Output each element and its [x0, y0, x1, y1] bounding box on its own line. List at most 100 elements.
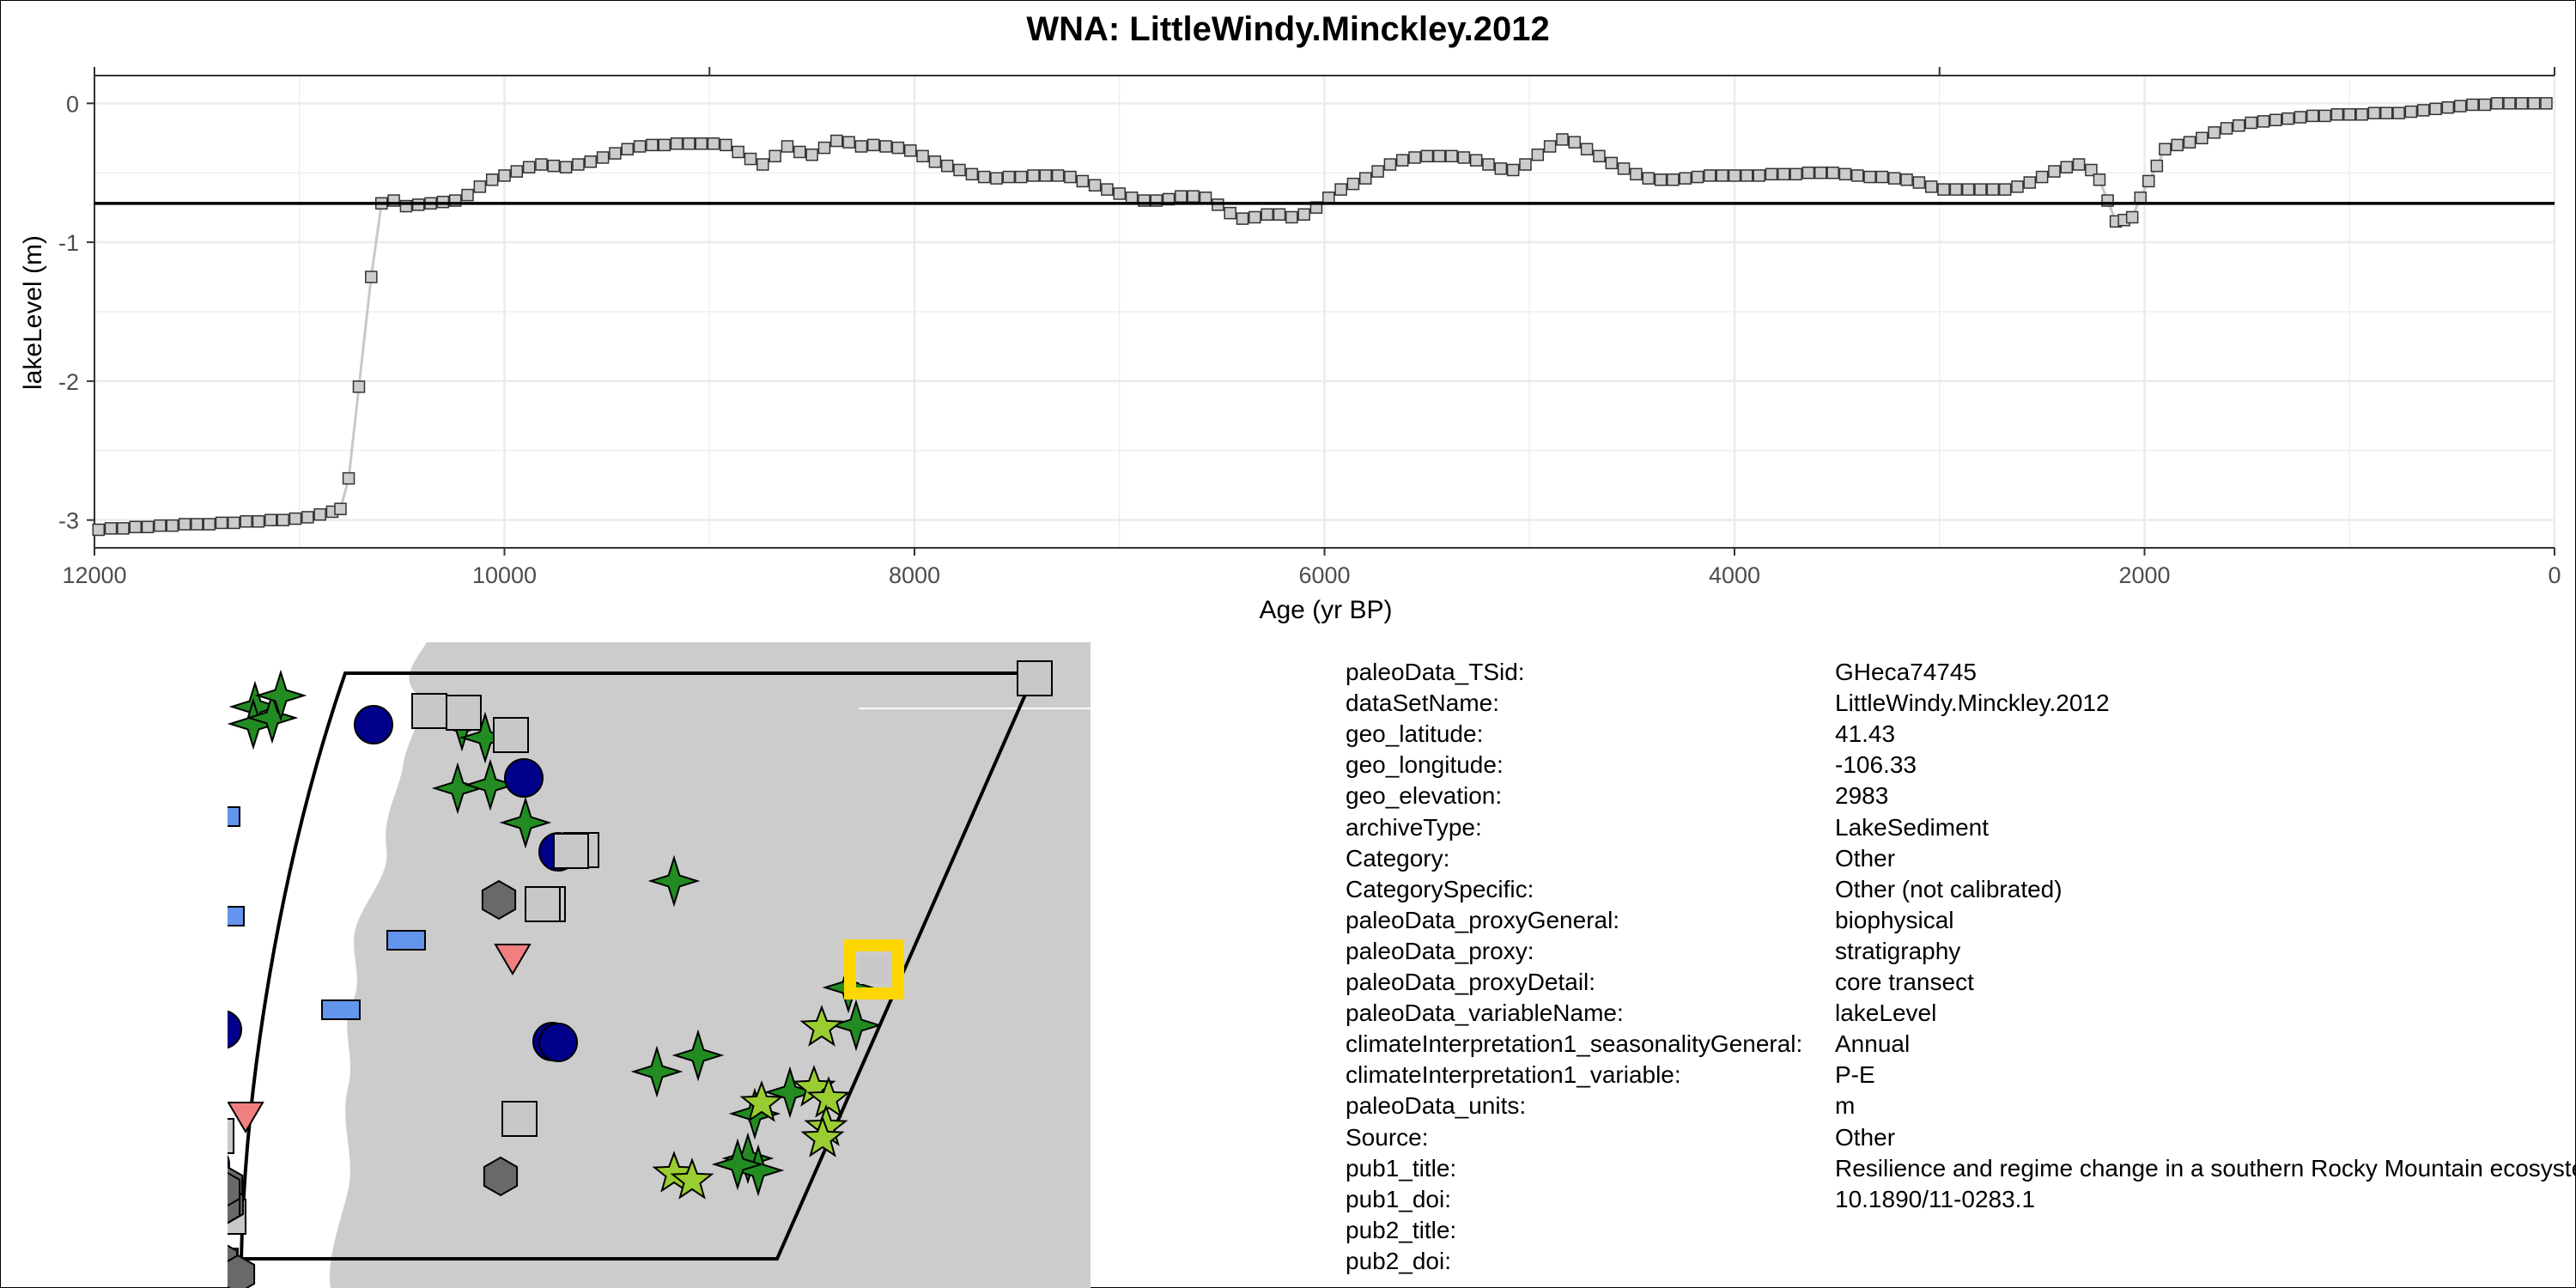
metadata-value: -106.33 [1835, 751, 1917, 779]
data-point [1728, 169, 1741, 182]
data-point [1826, 166, 1839, 179]
site-marker-star5 [739, 1080, 784, 1122]
metadata-value: m [1835, 1092, 1856, 1120]
x-tick-label: 8000 [889, 562, 940, 588]
data-point [2035, 170, 2049, 184]
metadata-value: Other [1835, 1123, 1896, 1151]
data-point [1261, 208, 1273, 222]
data-point [965, 167, 979, 181]
metadata-value: Resilience and regime change in a southe… [1835, 1154, 2576, 1182]
data-point [1322, 191, 1335, 204]
data-point [1863, 170, 1876, 184]
data-point [2515, 97, 2529, 110]
data-points [92, 97, 2553, 537]
data-point [1187, 190, 1200, 203]
data-point [1642, 172, 1655, 185]
site-marker-star4 [246, 691, 299, 744]
metadata-value: 10.1890/11-0283.1 [1835, 1185, 2036, 1212]
data-point [793, 145, 806, 159]
data-point [903, 144, 917, 157]
data-point [1617, 162, 1631, 175]
data-point [1076, 174, 1090, 188]
tick-labels: 12000 10000 8000 6000 4000 2000 0 0 -1 -2 -3 [58, 91, 2561, 588]
metadata-value: core transect [1835, 969, 1974, 995]
time-series-plot: 12000 10000 8000 6000 4000 2000 0 0 -1 -2 -3 Age (… [19, 67, 2561, 624]
site-marker-circle [538, 1023, 578, 1062]
data-point [342, 471, 355, 485]
data-point [1765, 167, 1778, 181]
data-point [1704, 169, 1716, 182]
data-point [817, 141, 831, 155]
data-point [1432, 149, 1446, 163]
data-point [2257, 115, 2270, 128]
data-point [473, 180, 487, 193]
data-point [1371, 165, 1384, 178]
data-point [535, 158, 548, 171]
data-point [744, 152, 757, 166]
data-point [276, 513, 289, 526]
data-point [2343, 108, 2356, 121]
data-point [1014, 170, 1028, 184]
data-point [1605, 156, 1618, 170]
data-point [879, 140, 892, 153]
data-point [584, 155, 598, 168]
metadata-key: paleoData_TSid: [1346, 659, 1525, 685]
data-point [732, 145, 744, 159]
data-point [1593, 149, 1606, 163]
data-point [2503, 97, 2516, 110]
site-marker-star4 [763, 1066, 817, 1119]
metadata-key: CategorySpecific: [1346, 875, 1534, 902]
data-point [572, 158, 585, 171]
data-point [191, 518, 204, 531]
site-markers [228, 660, 1053, 1288]
data-point [2125, 210, 2139, 224]
x-tick-label: 2000 [2118, 562, 2170, 588]
data-point [154, 519, 167, 532]
data-point [1224, 206, 1236, 220]
data-point [228, 516, 240, 530]
data-point [2478, 98, 2492, 112]
site-marker-rect [228, 906, 245, 927]
data-point [1900, 173, 1913, 186]
site-marker-hexagon [483, 1156, 519, 1197]
data-point [1814, 166, 1827, 179]
data-point [1101, 183, 1114, 196]
data-point [2159, 143, 2172, 155]
data-point [2208, 126, 2221, 139]
data-point [264, 513, 277, 526]
y-tick-label: -3 [58, 508, 79, 534]
data-point [1445, 149, 1458, 163]
data-point [781, 140, 794, 153]
data-point [1420, 149, 1434, 163]
data-point [1875, 170, 1889, 184]
data-point [1285, 210, 1298, 224]
data-point [2355, 108, 2368, 121]
site-marker-star4 [829, 999, 883, 1052]
data-point [658, 138, 671, 152]
data-point [2150, 159, 2164, 173]
chart-title: WNA: LittleWindy.Minckley.2012 [1026, 10, 1550, 48]
metadata-value: P-E [1835, 1061, 1875, 1089]
site-marker-square [228, 1118, 234, 1154]
y-tick-label: -1 [58, 230, 79, 256]
data-point [1175, 190, 1188, 203]
data-point [547, 159, 561, 173]
data-point [1543, 140, 1557, 153]
data-point [141, 520, 155, 533]
data-point [2269, 113, 2282, 127]
metadata-key: pub2_title: [1346, 1216, 1457, 1243]
data-point [1924, 180, 1938, 193]
metadata-key: pub1_doi: [1346, 1185, 1452, 1212]
data-point [867, 138, 880, 152]
site-marker-star4 [711, 1138, 764, 1191]
site-marker-star4 [630, 1045, 683, 1098]
site-marker-star4 [647, 854, 701, 908]
metadata-key: geo_longitude: [1346, 751, 1504, 779]
data-point [1777, 167, 1790, 181]
data-point [1556, 133, 1569, 146]
data-point [1249, 210, 1261, 224]
data-point [203, 518, 216, 531]
data-point [510, 165, 524, 178]
data-point [2379, 106, 2393, 119]
data-point [891, 141, 905, 155]
